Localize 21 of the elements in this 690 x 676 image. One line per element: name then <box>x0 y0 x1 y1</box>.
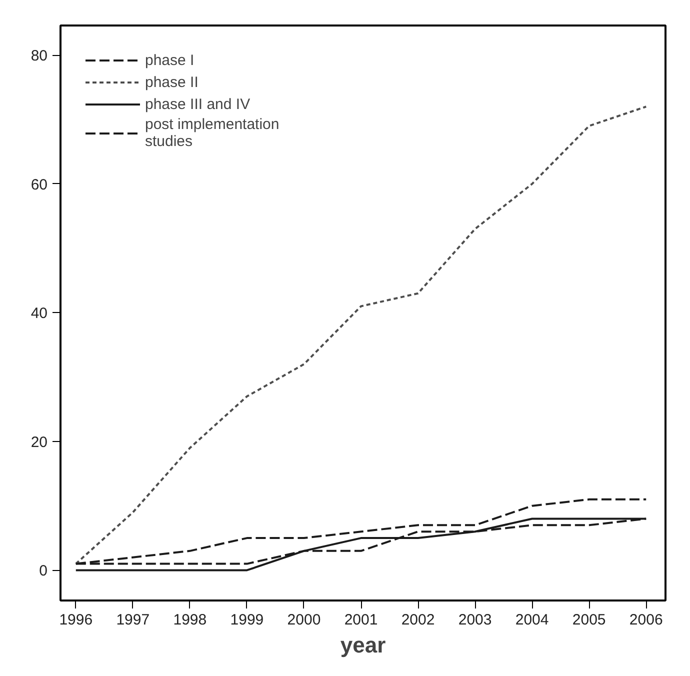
x-tick-label: 2005 <box>572 612 606 628</box>
legend-label: post implementation studies <box>145 116 280 150</box>
legend-label: phase II <box>145 74 198 90</box>
x-tick-label: 2002 <box>401 612 435 628</box>
legend-label: phase III and IV <box>145 96 250 112</box>
x-tick-label: 2003 <box>458 612 492 628</box>
x-tick-label: 2006 <box>629 612 663 628</box>
x-tick-label: 1997 <box>116 612 150 628</box>
legend-label: phase I <box>145 52 194 68</box>
y-tick-label: 80 <box>30 48 48 65</box>
x-tick-label: 2004 <box>515 612 549 628</box>
x-tick-label: 1998 <box>173 612 207 628</box>
y-tick-label: 20 <box>30 434 48 451</box>
x-tick-label: 1996 <box>59 612 93 628</box>
x-axis-title: year <box>340 632 386 658</box>
y-tick-label: 60 <box>30 176 48 194</box>
x-tick-label: 2000 <box>287 612 321 628</box>
y-tick-label: 0 <box>39 562 48 580</box>
x-tick-label: 2001 <box>344 612 378 628</box>
x-tick-label: 1999 <box>230 612 264 628</box>
y-tick-label: 40 <box>30 305 48 322</box>
